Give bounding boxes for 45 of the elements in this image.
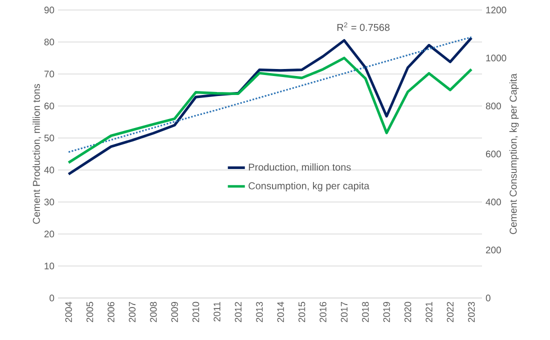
x-tick-label: 2007 <box>128 302 136 322</box>
line-series <box>67 36 473 176</box>
x-tick-label: 2013 <box>256 302 263 322</box>
y-tick-label: 50 <box>44 134 54 142</box>
x-tick-label: 2023 <box>468 302 475 322</box>
x-tick-label: 2008 <box>150 302 157 322</box>
y2-axis-title: Cement Consumption, kg per Capita <box>509 73 519 234</box>
x-tick-label: 2019 <box>383 302 390 322</box>
line-series <box>67 56 473 164</box>
x-tick-label: 2017 <box>340 302 348 322</box>
y2-tick-label: 400 <box>486 198 501 206</box>
y-tick-label: 10 <box>44 262 54 270</box>
x-tick-label: 2020 <box>404 302 412 322</box>
x-tick-label: 2021 <box>426 302 432 322</box>
line-series <box>68 36 472 153</box>
y-tick-label: 70 <box>44 70 54 78</box>
legend-label: Production, million tons <box>248 163 351 172</box>
y2-tick-label: 1000 <box>486 54 506 62</box>
y2-tick-label: 0 <box>486 294 490 302</box>
x-tick-label: 2016 <box>320 302 326 322</box>
y-tick-label: 30 <box>44 198 54 206</box>
x-tick-label: 2011 <box>214 302 220 322</box>
x-tick-label: 2022 <box>446 302 454 322</box>
y-tick-label: 20 <box>44 230 54 238</box>
y2-tick-label: 1200 <box>486 6 506 14</box>
legend-label: Consumption, kg per capita <box>248 182 370 192</box>
annotation: R$^{2}$ = 0.7568 <box>337 22 390 31</box>
x-tick-label: 2006 <box>108 302 114 322</box>
x-tick-label: 2004 <box>65 302 72 322</box>
x-tick-label: 2014 <box>277 302 284 322</box>
y-axis-title: Cement Production, million tons <box>32 84 42 224</box>
x-tick-label: 2009 <box>171 302 178 322</box>
x-tick-label: 2012 <box>234 302 242 322</box>
y2-tick-label: 600 <box>486 150 501 158</box>
y2-tick-label: 200 <box>486 246 501 254</box>
x-tick-label: 2010 <box>192 302 200 322</box>
y-tick-label: 40 <box>44 166 54 174</box>
y-tick-label: 60 <box>44 102 54 110</box>
y-tick-label: 0 <box>50 294 54 302</box>
y2-tick-label: 800 <box>486 102 501 110</box>
x-tick-label: 2015 <box>298 302 306 322</box>
x-tick-label: 2005 <box>86 302 94 322</box>
x-tick-label: 2018 <box>362 302 369 322</box>
y-tick-label: 80 <box>44 38 54 46</box>
y-tick-label: 90 <box>44 6 54 14</box>
